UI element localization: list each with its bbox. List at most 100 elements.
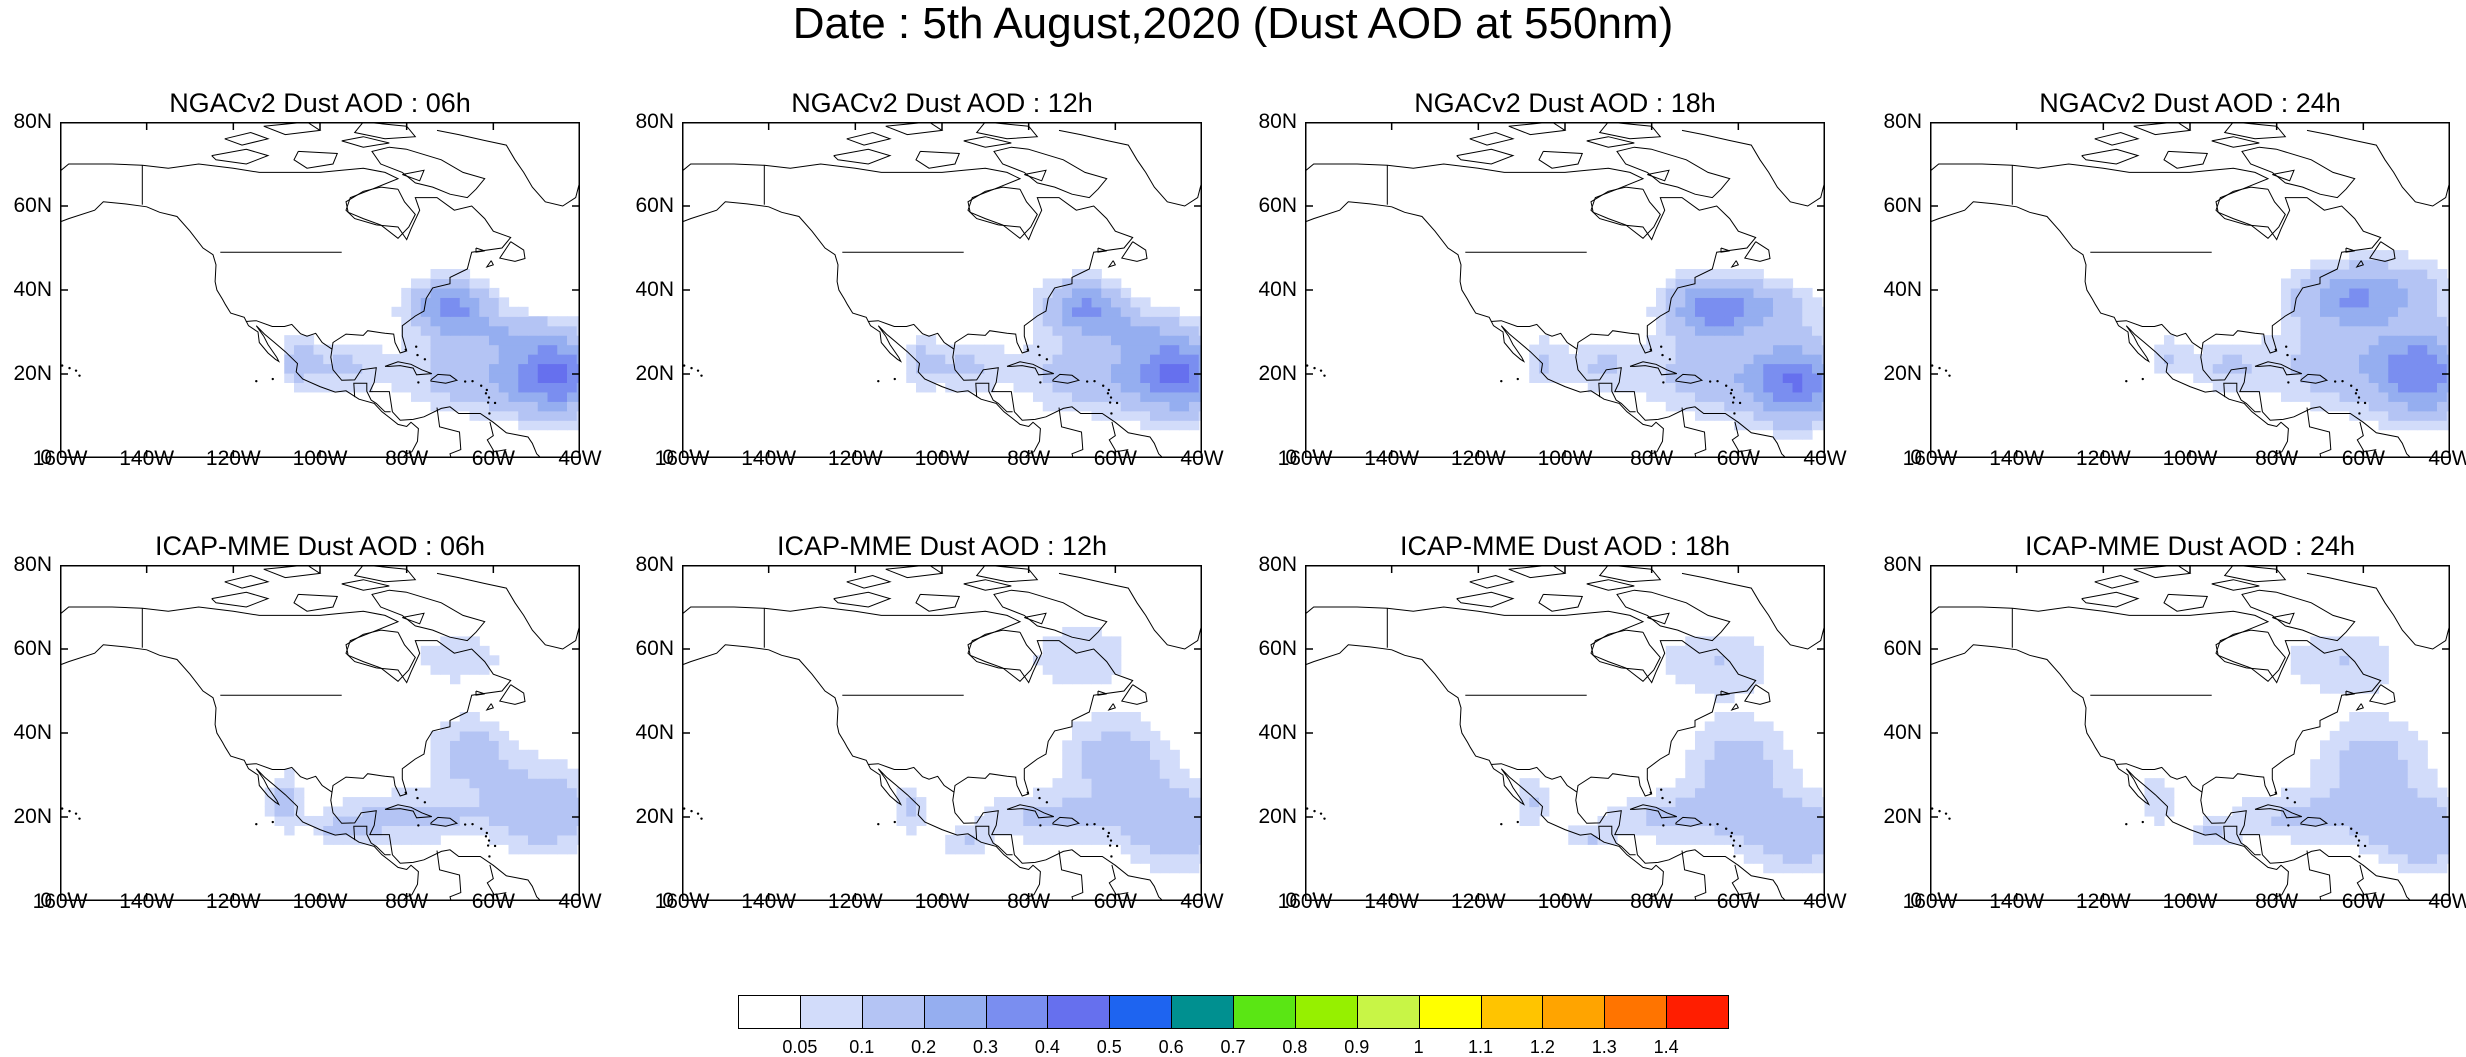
dust-cell [984, 372, 995, 383]
dust-cell [1812, 325, 1823, 336]
dust-cell [1179, 325, 1190, 336]
dust-cell [2329, 787, 2341, 798]
coastline [486, 864, 507, 896]
dust-cell [2164, 335, 2175, 346]
colorbar-swatch [985, 995, 1049, 1029]
island [1725, 384, 1728, 387]
dust-cell [1042, 335, 1054, 346]
dust-cell [1656, 797, 1667, 808]
dust-cell [1802, 853, 1813, 864]
dust-cell [1685, 674, 1696, 685]
dust-cell [1189, 778, 1200, 789]
dust-cell [537, 759, 549, 770]
dust-cell [489, 749, 500, 760]
dust-cell [576, 825, 580, 836]
map-border [682, 565, 1202, 901]
dust-cell [1773, 306, 1784, 317]
dust-cell [1198, 853, 1202, 864]
dust-cell [2144, 778, 2155, 789]
colorbar-label: 1.1 [1467, 1037, 1494, 1057]
dust-cell [284, 344, 295, 355]
dust-cell [1695, 382, 1706, 393]
dust-cell [2339, 259, 2350, 270]
dust-cell [1062, 636, 1073, 647]
lon-label: 100W [914, 890, 970, 913]
dust-cell [2388, 391, 2399, 402]
dust-cell [1773, 382, 1784, 393]
dust-cell [1169, 335, 1180, 346]
island [2357, 396, 2361, 399]
dust-cell [1179, 420, 1190, 431]
dust-cell [1685, 372, 1696, 383]
dust-cell [1120, 410, 1132, 421]
dust-cell [1792, 391, 1803, 402]
dust-cell [2349, 636, 2360, 647]
dust-cell [362, 815, 373, 826]
lat-label: 20N [1258, 362, 1297, 385]
dust-cell [576, 372, 580, 383]
dust-cell [1665, 363, 1677, 374]
dust-cell [2368, 730, 2380, 741]
dust-cell [2242, 797, 2253, 808]
dust-cell [1792, 354, 1803, 365]
dust-cell [2378, 420, 2389, 431]
dust-cell [1140, 787, 1151, 798]
dust-cell [2368, 712, 2380, 723]
island [463, 380, 467, 383]
dust-cell [1675, 825, 1686, 836]
dust-cell [2281, 797, 2292, 808]
dust-cell [489, 806, 500, 817]
island [480, 827, 483, 830]
dust-cell [1617, 806, 1628, 817]
dust-cell [2407, 335, 2419, 346]
dust-cell [2388, 335, 2399, 346]
dust-cell [1023, 834, 1034, 845]
dust-cell [2388, 325, 2399, 336]
dust-cell [479, 749, 490, 760]
dust-cell [1763, 401, 1774, 412]
dust-cell [2417, 740, 2428, 751]
dust-cell [2407, 391, 2419, 402]
dust-cell [2222, 382, 2233, 393]
lon-label: 40W [1180, 890, 1224, 913]
dust-cell [1821, 316, 1825, 327]
dust-cell [1198, 316, 1202, 327]
dust-cell [1665, 645, 1677, 656]
dust-cell [1743, 636, 1755, 647]
coastline [833, 591, 892, 608]
dust-cell [2349, 721, 2360, 732]
dust-cell [906, 363, 917, 374]
dust-cell [518, 778, 529, 789]
dust-cell [2320, 325, 2331, 336]
dust-cell [479, 797, 490, 808]
dust-cell [2339, 740, 2350, 751]
dust-cell [1743, 382, 1755, 393]
dust-cell [2407, 354, 2419, 365]
island [2363, 401, 2367, 405]
dust-cell [2398, 778, 2409, 789]
dust-cell [1179, 815, 1190, 826]
dust-cell [2300, 655, 2311, 666]
dust-cell [576, 391, 580, 402]
dust-cell [1120, 844, 1132, 855]
dust-cell [459, 749, 471, 760]
lat-label: 0 [1285, 446, 1297, 469]
dust-cell [1743, 844, 1755, 855]
lat-label: 40N [1883, 278, 1922, 301]
dust-cell [2368, 250, 2380, 261]
dust-cell [1773, 797, 1784, 808]
dust-cell [2446, 382, 2450, 393]
dust-cell [1101, 834, 1112, 845]
coastline [2115, 763, 2203, 793]
dust-cell [2271, 825, 2282, 836]
island [2274, 791, 2277, 794]
dust-cell [567, 834, 578, 845]
dust-cell [2164, 344, 2175, 355]
dust-cell [440, 768, 451, 779]
dust-cell [333, 382, 344, 393]
coastline [430, 816, 459, 827]
island [1110, 855, 1113, 858]
dust-cell [1519, 815, 1530, 826]
island [1085, 823, 1089, 826]
dust-cell [2388, 797, 2399, 808]
